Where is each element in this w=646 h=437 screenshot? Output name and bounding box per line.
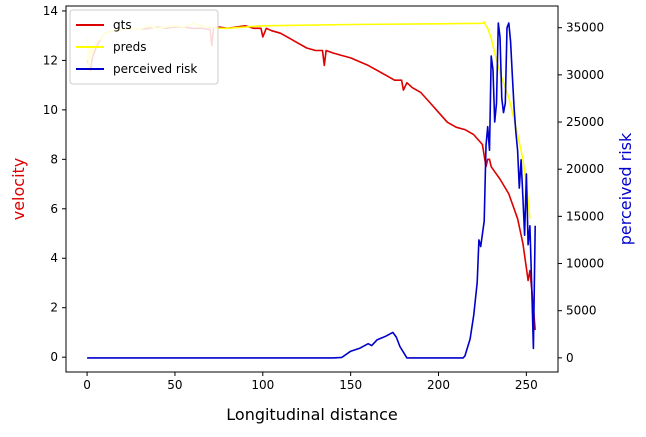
legend-label-preds: preds	[113, 40, 147, 54]
x-tick-label: 150	[339, 378, 362, 392]
right-y-tick-label: 5000	[566, 304, 597, 318]
right-y-axis-label: perceived risk	[616, 132, 635, 245]
right-y-tick-label: 25000	[566, 115, 604, 129]
series-line-perceived-risk	[87, 22, 536, 359]
right-y-tick-label: 30000	[566, 68, 604, 82]
left-y-tick-label: 10	[43, 103, 58, 117]
x-tick-label: 0	[83, 378, 91, 392]
right-y-tick-label: 10000	[566, 257, 604, 271]
x-tick-label: 200	[427, 378, 450, 392]
left-y-tick-label: 6	[50, 202, 58, 216]
left-y-tick-label: 14	[43, 4, 58, 18]
left-y-tick-label: 8	[50, 152, 58, 166]
x-tick-label: 250	[515, 378, 538, 392]
x-axis-label: Longitudinal distance	[226, 405, 397, 424]
x-axis-ticks: 0 50 100 150 200 250	[83, 372, 538, 392]
x-tick-label: 50	[167, 378, 182, 392]
right-y-tick-label: 15000	[566, 209, 604, 223]
right-y-tick-label: 0	[566, 351, 574, 365]
right-y-tick-label: 35000	[566, 21, 604, 35]
legend-label-perceived-risk: perceived risk	[113, 62, 197, 76]
left-y-tick-label: 2	[50, 301, 58, 315]
x-tick-label: 100	[251, 378, 274, 392]
left-y-axis-ticks: 0 2 4 6 8 10 12 14	[43, 4, 66, 364]
left-y-tick-label: 12	[43, 53, 58, 67]
legend: gts preds perceived risk	[69, 9, 219, 85]
legend-label-gts: gts	[113, 18, 132, 32]
legend-box	[69, 9, 219, 85]
left-y-tick-label: 0	[50, 350, 58, 364]
left-y-tick-label: 4	[50, 251, 58, 265]
left-y-axis-label: velocity	[9, 158, 28, 221]
right-y-tick-label: 20000	[566, 162, 604, 176]
right-y-axis-ticks: 0 5000 10000 15000 20000 25000 30000 35000	[558, 21, 604, 365]
